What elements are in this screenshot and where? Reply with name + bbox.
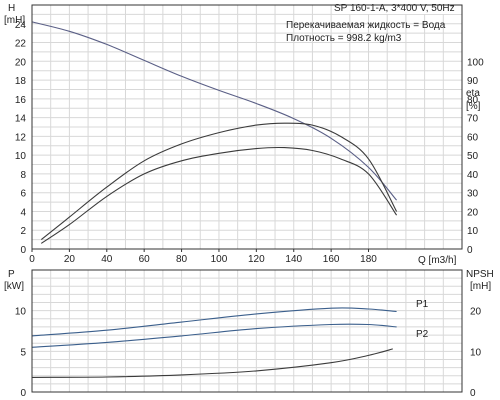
y-right-tick-label: 100	[467, 57, 484, 68]
y-left-tick-label: 18	[15, 76, 27, 87]
y-left-unit-bottom: [kW]	[4, 281, 24, 292]
y-left-tick-label: 16	[15, 95, 27, 106]
p1-curve	[31, 307, 397, 337]
x-axis-title: Q [m3/h]	[418, 255, 457, 266]
series-label-p1: P1	[416, 299, 429, 310]
density-label: Плотность = 998.2 kg/m3	[286, 33, 402, 44]
bottom-frame	[31, 269, 463, 393]
npsh-tick-label: 0	[470, 388, 476, 399]
y-left-tick-label: 8	[20, 170, 26, 181]
h-curve	[31, 21, 398, 201]
top-frame	[31, 4, 463, 250]
y-left-tick-label: 14	[15, 114, 27, 125]
series-label-p2: P2	[416, 329, 429, 340]
y-left-tick-label: 10	[15, 151, 27, 162]
series-layer	[31, 21, 398, 378]
y-right-tick-label: 50	[467, 151, 479, 162]
x-tick-label: 0	[29, 254, 35, 265]
npsh-tick-label: 10	[470, 347, 482, 358]
eta-curve-2	[40, 146, 398, 244]
y-right-unit-bottom: [mH]	[470, 281, 491, 292]
y-right-unit-top: [%]	[466, 101, 481, 112]
model-label-bg	[333, 3, 461, 14]
y-left-tick-label: 0	[20, 245, 26, 256]
liquid-label: Перекачиваемая жидкость = Вода	[286, 20, 446, 31]
y-left-tick-label: 6	[20, 189, 26, 200]
x-tick-label: 180	[360, 254, 377, 265]
y-left-tick-label: 12	[15, 132, 27, 143]
y-right-tick-label: 20	[467, 207, 479, 218]
y-right-title-bottom: NPSH	[466, 269, 494, 280]
y-right-tick-label: 10	[467, 226, 479, 237]
x-label-bg	[414, 254, 458, 265]
tick-layer: 0 20 40 60 80 100 120 140 160 1800246810121416182…	[15, 20, 484, 399]
y-right-tick-label: 40	[467, 170, 479, 181]
x-tick-label: 160	[323, 254, 340, 265]
eta-curve-1	[40, 122, 398, 241]
x-tick-label: 40	[101, 254, 113, 265]
p-tick-label: 0	[20, 388, 26, 399]
x-tick-label: 60	[139, 254, 151, 265]
y-left-unit-top: [mH]	[4, 15, 25, 26]
x-tick-label: 20	[64, 254, 76, 265]
p-tick-label: 10	[15, 307, 27, 318]
x-tick-label: 80	[176, 254, 188, 265]
x-tick-label: 140	[285, 254, 302, 265]
top-grid	[32, 5, 462, 249]
y-right-tick-label: 80	[467, 95, 479, 106]
y-right-tick-label: 90	[467, 76, 479, 87]
npsh-curve	[31, 348, 393, 378]
y-left-tick-label: 2	[20, 226, 26, 237]
model-label: SP 160-1-A, 3*400 V, 50Hz	[334, 3, 455, 14]
y-left-tick-label: 22	[15, 39, 27, 50]
y-left-tick-label: 24	[15, 20, 27, 31]
bottom-grid	[32, 270, 462, 392]
p-tick-label: 5	[20, 347, 26, 358]
npsh-tick-label: 20	[470, 307, 482, 318]
y-left-title-top: H	[8, 3, 15, 14]
y-left-tick-label: 4	[20, 207, 26, 218]
y-right-tick-label: 70	[467, 114, 479, 125]
x-tick-label: 120	[248, 254, 265, 265]
y-left-title-bottom: P	[8, 269, 15, 280]
y-right-tick-label: 0	[467, 245, 473, 256]
y-right-title-top: eta	[466, 88, 480, 99]
p2-curve	[31, 323, 397, 348]
y-left-tick-label: 20	[15, 57, 27, 68]
y-right-tick-label: 60	[467, 132, 479, 143]
x-tick-label: 100	[211, 254, 228, 265]
y-right-tick-label: 30	[467, 189, 479, 200]
